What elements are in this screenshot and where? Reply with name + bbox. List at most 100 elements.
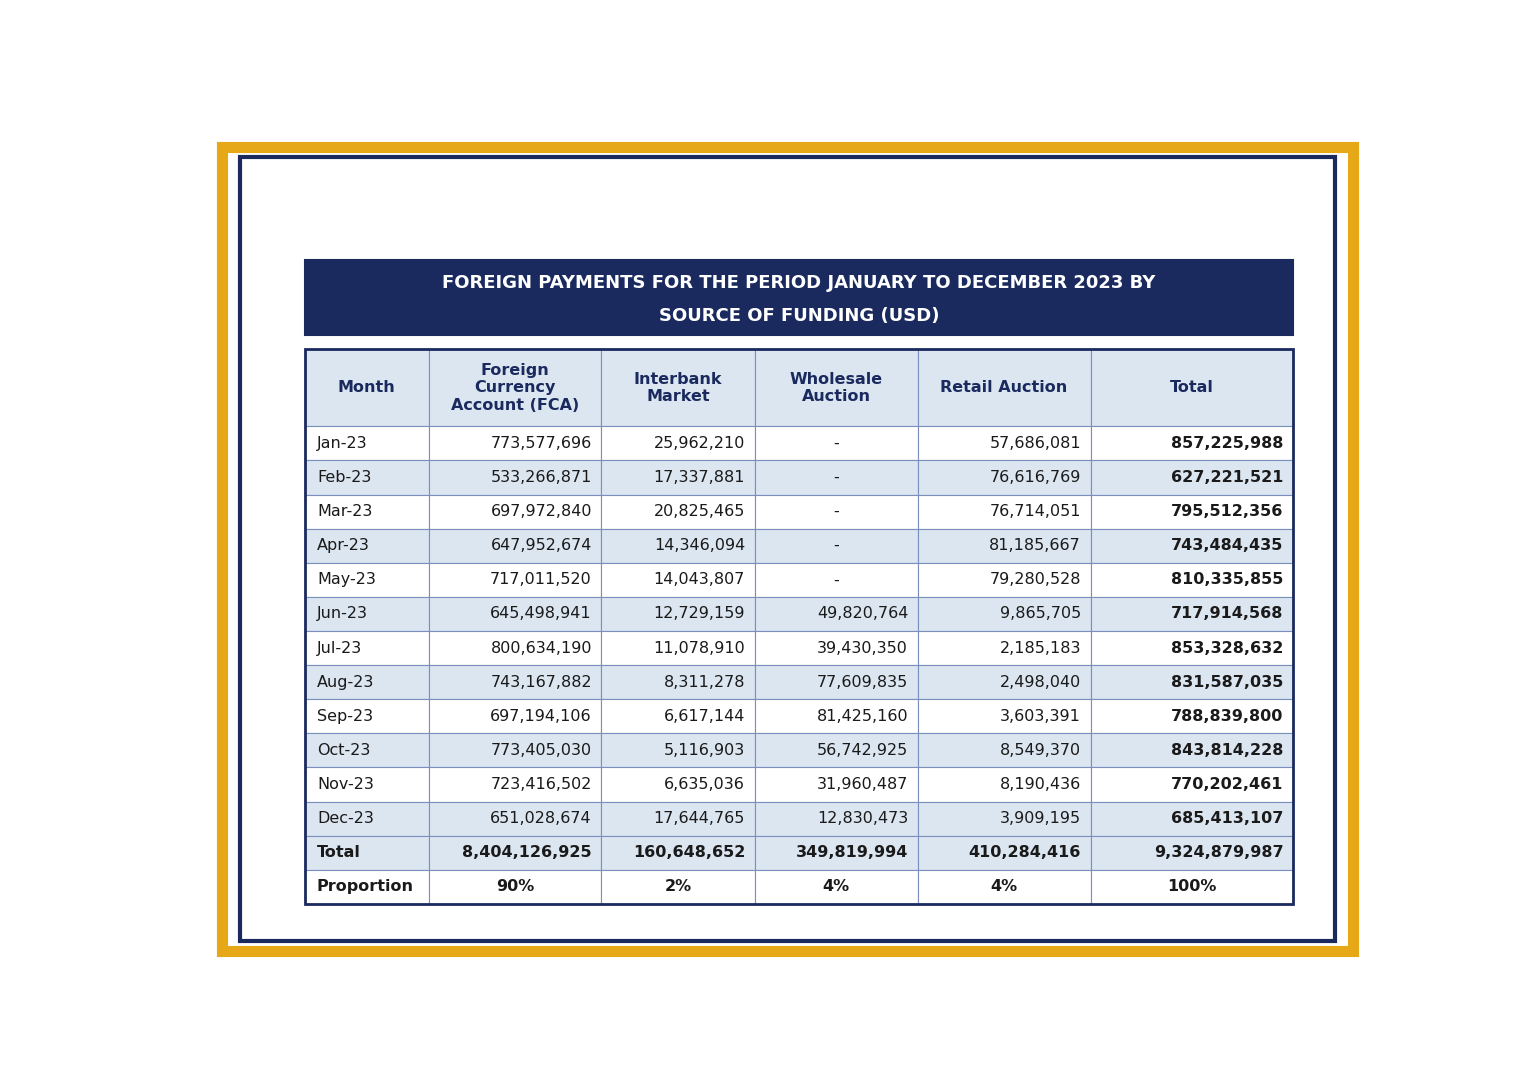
Bar [602,494,754,529]
Bar [754,631,917,665]
Bar [602,529,754,563]
Bar [429,699,602,733]
Bar [1091,427,1293,460]
Text: 81,425,160: 81,425,160 [817,709,908,723]
Text: 770,202,461: 770,202,461 [1172,776,1284,792]
Text: 160,648,652: 160,648,652 [633,845,745,860]
Bar [1091,529,1293,563]
Bar [306,597,429,631]
Text: Jan-23: Jan-23 [316,435,367,451]
Text: 2%: 2% [665,880,691,894]
Text: 9,324,879,987: 9,324,879,987 [1154,845,1284,860]
Bar [306,801,429,835]
Bar [1091,699,1293,733]
Bar [602,563,754,597]
Bar [602,870,754,904]
Text: 853,328,632: 853,328,632 [1172,641,1284,656]
Bar [306,427,429,460]
Text: Month: Month [338,380,396,395]
Text: 17,644,765: 17,644,765 [654,811,745,826]
Text: Retail Auction: Retail Auction [940,380,1068,395]
Bar [754,835,917,870]
Text: 8,549,370: 8,549,370 [1000,743,1081,758]
Text: -: - [834,470,839,485]
Bar [917,801,1091,835]
Text: 743,484,435: 743,484,435 [1172,539,1284,553]
Text: 717,011,520: 717,011,520 [490,572,591,588]
Text: 773,405,030: 773,405,030 [492,743,591,758]
Bar [429,801,602,835]
Bar [306,665,429,699]
Text: -: - [834,539,839,553]
Bar [306,699,429,733]
Bar [1091,597,1293,631]
Bar [917,350,1091,427]
Bar [602,768,754,801]
Bar [754,768,917,801]
Bar [429,768,602,801]
Bar [306,733,429,768]
Bar [429,631,602,665]
Bar [602,350,754,427]
Bar [754,597,917,631]
Bar [1091,563,1293,597]
Bar [429,835,602,870]
Text: 857,225,988: 857,225,988 [1172,435,1284,451]
Text: Total: Total [1170,380,1213,395]
Bar [1091,801,1293,835]
Text: 717,914,568: 717,914,568 [1172,606,1284,621]
Text: 723,416,502: 723,416,502 [490,776,591,792]
Bar [754,350,917,427]
Bar [1091,460,1293,494]
Text: 697,972,840: 697,972,840 [490,504,591,519]
Bar [602,631,754,665]
Text: 14,346,094: 14,346,094 [654,539,745,553]
Bar [602,665,754,699]
Text: 627,221,521: 627,221,521 [1172,470,1284,485]
Bar [1091,631,1293,665]
Bar [602,597,754,631]
Bar [754,494,917,529]
Text: 90%: 90% [496,880,535,894]
Bar [917,631,1091,665]
Text: 11,078,910: 11,078,910 [653,641,745,656]
Text: 810,335,855: 810,335,855 [1172,572,1284,588]
Bar [917,870,1091,904]
Text: 647,952,674: 647,952,674 [490,539,591,553]
Bar [429,529,602,563]
Text: FOREIGN PAYMENTS FOR THE PERIOD JANUARY TO DECEMBER 2023 BY: FOREIGN PAYMENTS FOR THE PERIOD JANUARY … [442,274,1155,291]
Text: Jul-23: Jul-23 [316,641,362,656]
Bar [306,350,429,427]
Text: Feb-23: Feb-23 [316,470,372,485]
Text: Nov-23: Nov-23 [316,776,373,792]
Text: Foreign
Currency
Account (FCA): Foreign Currency Account (FCA) [452,363,579,413]
Bar [917,494,1091,529]
Bar [917,665,1091,699]
Text: 20,825,465: 20,825,465 [654,504,745,519]
Text: 743,167,882: 743,167,882 [490,674,591,690]
Bar [429,665,602,699]
Text: 8,311,278: 8,311,278 [664,674,745,690]
Bar [429,494,602,529]
Bar [306,460,429,494]
Text: 8,190,436: 8,190,436 [1000,776,1081,792]
Bar [917,427,1091,460]
Bar [917,733,1091,768]
Text: 31,960,487: 31,960,487 [817,776,908,792]
Text: 831,587,035: 831,587,035 [1172,674,1284,690]
Text: 49,820,764: 49,820,764 [817,606,908,621]
Bar [754,665,917,699]
Bar [754,870,917,904]
Bar [602,460,754,494]
Bar [306,563,429,597]
Bar [602,801,754,835]
Text: -: - [834,504,839,519]
Text: 795,512,356: 795,512,356 [1172,504,1284,519]
Bar [754,733,917,768]
Text: 57,686,081: 57,686,081 [989,435,1081,451]
Text: 2,185,183: 2,185,183 [1000,641,1081,656]
Bar [429,563,602,597]
Bar [429,733,602,768]
Bar [917,597,1091,631]
Text: 77,609,835: 77,609,835 [817,674,908,690]
